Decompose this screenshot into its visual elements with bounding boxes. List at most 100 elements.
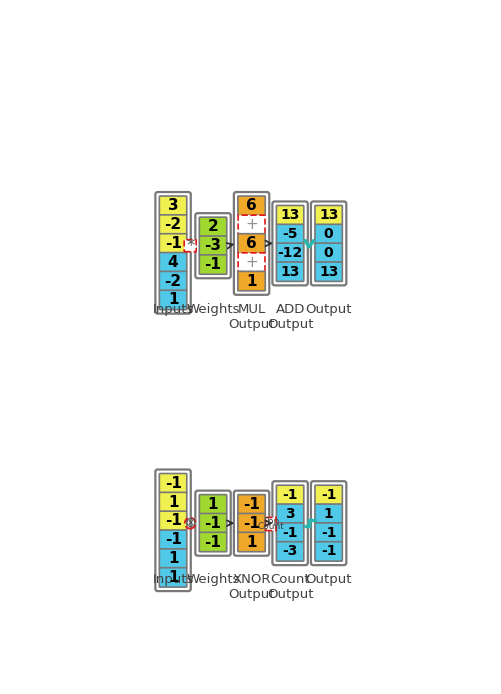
FancyBboxPatch shape xyxy=(314,485,342,505)
Text: -1: -1 xyxy=(320,488,336,502)
FancyBboxPatch shape xyxy=(159,492,186,511)
FancyBboxPatch shape xyxy=(276,485,303,505)
FancyBboxPatch shape xyxy=(314,262,342,281)
Text: 1: 1 xyxy=(167,551,178,566)
FancyBboxPatch shape xyxy=(314,523,342,542)
FancyBboxPatch shape xyxy=(237,495,265,514)
FancyBboxPatch shape xyxy=(199,495,226,514)
Text: -1: -1 xyxy=(164,475,181,491)
Text: -1: -1 xyxy=(282,525,297,540)
FancyBboxPatch shape xyxy=(314,542,342,561)
FancyBboxPatch shape xyxy=(237,196,265,215)
FancyBboxPatch shape xyxy=(159,271,186,291)
FancyBboxPatch shape xyxy=(237,514,265,533)
FancyBboxPatch shape xyxy=(159,568,186,587)
Text: 1: 1 xyxy=(167,570,178,585)
Text: Weights: Weights xyxy=(186,573,239,586)
FancyBboxPatch shape xyxy=(276,504,303,523)
FancyBboxPatch shape xyxy=(184,239,196,252)
Text: Pop: Pop xyxy=(262,517,279,526)
Text: -1: -1 xyxy=(204,516,221,531)
FancyBboxPatch shape xyxy=(159,549,186,568)
FancyBboxPatch shape xyxy=(159,196,186,215)
Text: XNOR
Output: XNOR Output xyxy=(228,573,274,601)
Text: 1: 1 xyxy=(167,292,178,307)
Text: -1: -1 xyxy=(320,544,336,559)
FancyBboxPatch shape xyxy=(199,532,226,552)
Text: 6: 6 xyxy=(245,236,257,251)
Text: -2: -2 xyxy=(164,273,181,289)
Text: Weights: Weights xyxy=(186,303,239,316)
FancyBboxPatch shape xyxy=(276,542,303,561)
FancyBboxPatch shape xyxy=(276,205,303,225)
Text: MUL
Output: MUL Output xyxy=(228,303,274,331)
Text: 4: 4 xyxy=(167,255,178,270)
Text: Count: Count xyxy=(257,522,284,531)
Text: 6: 6 xyxy=(245,198,257,213)
Text: 1: 1 xyxy=(167,495,178,509)
Text: 3: 3 xyxy=(167,198,178,213)
Text: -5: -5 xyxy=(282,227,297,241)
Text: *: * xyxy=(186,237,194,255)
FancyBboxPatch shape xyxy=(276,523,303,542)
Text: -3: -3 xyxy=(282,544,297,559)
Text: -1: -1 xyxy=(242,516,260,531)
FancyBboxPatch shape xyxy=(159,290,186,310)
Text: 1: 1 xyxy=(207,497,218,512)
Text: -12: -12 xyxy=(277,246,302,260)
Text: +: + xyxy=(244,255,258,270)
Text: -1: -1 xyxy=(242,497,260,512)
Text: Output: Output xyxy=(305,573,351,586)
Text: ⊗: ⊗ xyxy=(184,516,195,530)
FancyBboxPatch shape xyxy=(276,262,303,281)
Text: 13: 13 xyxy=(280,264,299,279)
Text: -1: -1 xyxy=(282,488,297,502)
FancyBboxPatch shape xyxy=(159,234,186,253)
Text: 2: 2 xyxy=(207,219,218,235)
FancyBboxPatch shape xyxy=(265,518,276,531)
FancyBboxPatch shape xyxy=(159,215,186,235)
Text: -1: -1 xyxy=(164,532,181,548)
FancyBboxPatch shape xyxy=(159,511,186,531)
Text: 1: 1 xyxy=(246,534,257,550)
FancyBboxPatch shape xyxy=(237,234,265,253)
Text: -1: -1 xyxy=(204,534,221,550)
Text: Output: Output xyxy=(305,303,351,316)
Text: +: + xyxy=(244,217,258,232)
FancyBboxPatch shape xyxy=(237,532,265,552)
FancyBboxPatch shape xyxy=(314,205,342,225)
Text: ADD
Output: ADD Output xyxy=(267,303,313,331)
FancyBboxPatch shape xyxy=(159,530,186,550)
FancyBboxPatch shape xyxy=(314,224,342,244)
Text: -3: -3 xyxy=(204,238,221,253)
Text: Count
Output: Count Output xyxy=(267,573,313,601)
Text: 3: 3 xyxy=(285,507,294,520)
FancyBboxPatch shape xyxy=(159,253,186,272)
Text: 0: 0 xyxy=(323,227,333,241)
Text: 1: 1 xyxy=(246,273,257,289)
Text: -2: -2 xyxy=(164,217,181,232)
Text: -1: -1 xyxy=(164,236,181,251)
FancyBboxPatch shape xyxy=(314,243,342,262)
Text: Inputs: Inputs xyxy=(152,573,193,586)
FancyBboxPatch shape xyxy=(276,243,303,262)
FancyBboxPatch shape xyxy=(199,255,226,274)
FancyBboxPatch shape xyxy=(199,236,226,255)
Text: -1: -1 xyxy=(204,257,221,272)
FancyBboxPatch shape xyxy=(199,514,226,533)
FancyBboxPatch shape xyxy=(237,253,265,271)
FancyBboxPatch shape xyxy=(237,215,265,234)
FancyBboxPatch shape xyxy=(276,224,303,244)
Text: 13: 13 xyxy=(280,208,299,222)
FancyBboxPatch shape xyxy=(314,504,342,523)
Text: 13: 13 xyxy=(318,208,338,222)
Text: 0: 0 xyxy=(323,246,333,260)
FancyBboxPatch shape xyxy=(237,271,265,291)
Text: -1: -1 xyxy=(320,525,336,540)
Text: 13: 13 xyxy=(318,264,338,279)
FancyBboxPatch shape xyxy=(199,217,226,237)
Text: -1: -1 xyxy=(164,514,181,528)
Text: 1: 1 xyxy=(323,507,333,520)
FancyBboxPatch shape xyxy=(159,473,186,493)
Text: Inputs: Inputs xyxy=(152,303,193,316)
